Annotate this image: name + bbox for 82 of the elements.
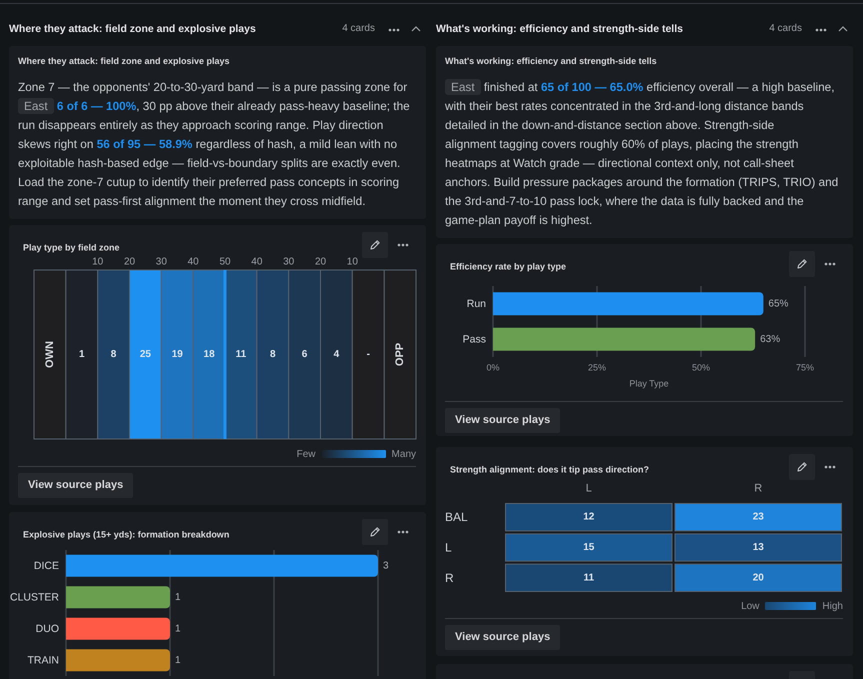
text: East [445, 79, 481, 95]
chart-title: Play type by field zone [23, 242, 120, 252]
data-label: 1 [175, 623, 181, 634]
text: heatmaps at Watch grade — directional context only, not call-sheet [445, 156, 794, 170]
text: exploitable hash-based edge — field-vs-boundary splits are exactly even. [18, 156, 400, 170]
data-label: 6 [302, 349, 308, 360]
y-tick-label: TRAIN [28, 654, 59, 666]
text: Where they attack: field zone and explosive plays [9, 23, 256, 35]
text: skews right on [18, 137, 94, 151]
chart-title: Strength alignment: does it tip pass direction? [450, 464, 650, 474]
text: the 3rd-and-7-to-10 pass lock, where the data is fully backed and the [445, 194, 804, 208]
text: anchors. Build pressure packages around the formation (TRIPS, TRIO) and [445, 175, 838, 189]
data-label: 4 [334, 349, 340, 360]
y-tick-label: Pass [462, 333, 486, 346]
y-tick-label: DICE [34, 560, 59, 572]
data-label: 1 [78, 349, 85, 360]
data-label: 25 [140, 349, 152, 360]
data-label: 20 [752, 572, 764, 584]
x-tick-label: 50 [219, 256, 231, 268]
text: Low [741, 600, 760, 612]
data-label: 23 [752, 512, 764, 523]
text: High [822, 600, 843, 612]
chart-title: Explosive plays (15+ yds): formation breakdown [23, 530, 230, 540]
text: 6 of 6 — 100% [56, 99, 136, 113]
chart-title: Efficiency rate by play type [450, 262, 566, 272]
text: Where they attack: field zone and explosive plays [18, 56, 230, 66]
data-label: 11 [236, 349, 247, 360]
text: game-plan payoff is highest. [445, 213, 592, 227]
text: Load the zone-7 cutup to identify their preferred pass concepts in scoring [18, 175, 400, 189]
text: 65 of 100 — 65.0% [540, 80, 644, 94]
text: alignment tagging covers roughly 60% of plays, placing the strength [445, 137, 798, 151]
text: What's working: efficiency and strength-side tells [445, 56, 657, 66]
text: detailed in the down-and-distance section above. Strength-side [445, 118, 774, 132]
text: with their best rates concentrated in the 3rd-and-long distance bands [445, 99, 804, 113]
text: 4 cards [342, 23, 375, 34]
y-tick-label: Run [466, 298, 486, 310]
data-label: 1 [175, 592, 181, 603]
text: regardless of hash, a mild lean with no [196, 137, 398, 151]
text: 4 cards [769, 23, 802, 34]
data-label: 11 [583, 572, 594, 584]
data-label: 15 [583, 542, 595, 553]
data-label: 18 [204, 349, 216, 360]
text: run disappears entirely as they approach scoring range. Play direction [18, 118, 384, 132]
text: finished at [484, 80, 538, 94]
source-plays-button: View source plays [445, 408, 560, 433]
data-label: 1 [175, 654, 181, 666]
x-tick-label: 30 [156, 256, 168, 268]
band-label: OPP [394, 342, 406, 366]
data-label: 19 [172, 349, 184, 360]
y-tick-label: BAL [445, 510, 468, 524]
data-label: 8 [110, 349, 117, 360]
y-tick-label: CLUSTER [10, 591, 60, 604]
x-tick-label: 10 [92, 256, 104, 268]
text: Zone 7 — the opponents' 20-to-30-yard band — is a pure passing zone for [18, 80, 408, 94]
source-plays-button: View source plays [445, 625, 560, 650]
data-label: 63% [760, 334, 780, 345]
text: efficiency overall — a high baseline, [646, 80, 835, 94]
x-axis-title: Play Type [629, 378, 669, 388]
data-label: 8 [270, 349, 276, 360]
data-label: 3 [383, 560, 389, 572]
text: East [18, 98, 54, 114]
x-tick-label: 25% [588, 362, 606, 372]
data-label: 65% [768, 298, 789, 310]
text: Many [392, 448, 416, 460]
x-tick-label: 0% [486, 362, 500, 372]
source-plays-button: View source plays [18, 473, 134, 498]
x-tick-label: 75% [796, 362, 814, 372]
x-tick-label: 20 [124, 256, 136, 268]
text: , 30 pp above their already pass-heavy baseline; the [136, 99, 410, 113]
text: 56 of 95 — 58.9% [96, 137, 192, 151]
y-tick-label: R [445, 570, 454, 585]
text: What's working: efficiency and strength-side tells [436, 23, 683, 35]
y-tick-label: DUO [36, 622, 59, 635]
data-label: 12 [583, 512, 595, 523]
x-tick-label: 40 [188, 256, 200, 268]
text: Few [296, 448, 316, 460]
data-label: 13 [752, 542, 764, 553]
text: range and set pass-first alignment the moment they cross midfield. [18, 194, 366, 208]
x-tick-label: 50% [692, 362, 710, 372]
annotation: - [366, 349, 370, 360]
y-tick-label: L [445, 540, 452, 554]
band-label: OWN [44, 341, 56, 368]
